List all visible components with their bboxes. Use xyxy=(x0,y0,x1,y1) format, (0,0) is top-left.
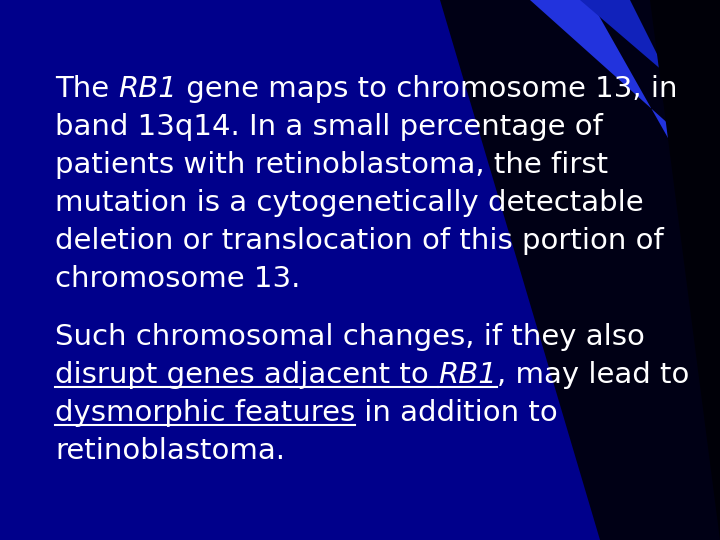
Text: chromosome 13.: chromosome 13. xyxy=(55,265,300,293)
Polygon shape xyxy=(530,0,720,230)
Text: gene maps to chromosome 13, in: gene maps to chromosome 13, in xyxy=(177,75,678,103)
Text: mutation is a cytogenetically detectable: mutation is a cytogenetically detectable xyxy=(55,189,644,217)
Text: deletion or translocation of this portion of: deletion or translocation of this portio… xyxy=(55,227,664,255)
Text: retinoblastoma.: retinoblastoma. xyxy=(55,437,285,465)
Polygon shape xyxy=(440,0,720,540)
Text: in addition to: in addition to xyxy=(355,399,558,427)
Text: band 13q14. In a small percentage of: band 13q14. In a small percentage of xyxy=(55,113,603,141)
Polygon shape xyxy=(650,0,720,540)
Text: The: The xyxy=(55,75,118,103)
Text: disrupt genes adjacent to: disrupt genes adjacent to xyxy=(55,361,438,389)
Text: patients with retinoblastoma, the first: patients with retinoblastoma, the first xyxy=(55,151,608,179)
Polygon shape xyxy=(580,0,720,180)
Text: RB1: RB1 xyxy=(438,361,497,389)
Text: Such chromosomal changes, if they also: Such chromosomal changes, if they also xyxy=(55,323,645,351)
Text: RB1: RB1 xyxy=(118,75,177,103)
Text: , may lead to: , may lead to xyxy=(497,361,689,389)
Text: dysmorphic features: dysmorphic features xyxy=(55,399,355,427)
